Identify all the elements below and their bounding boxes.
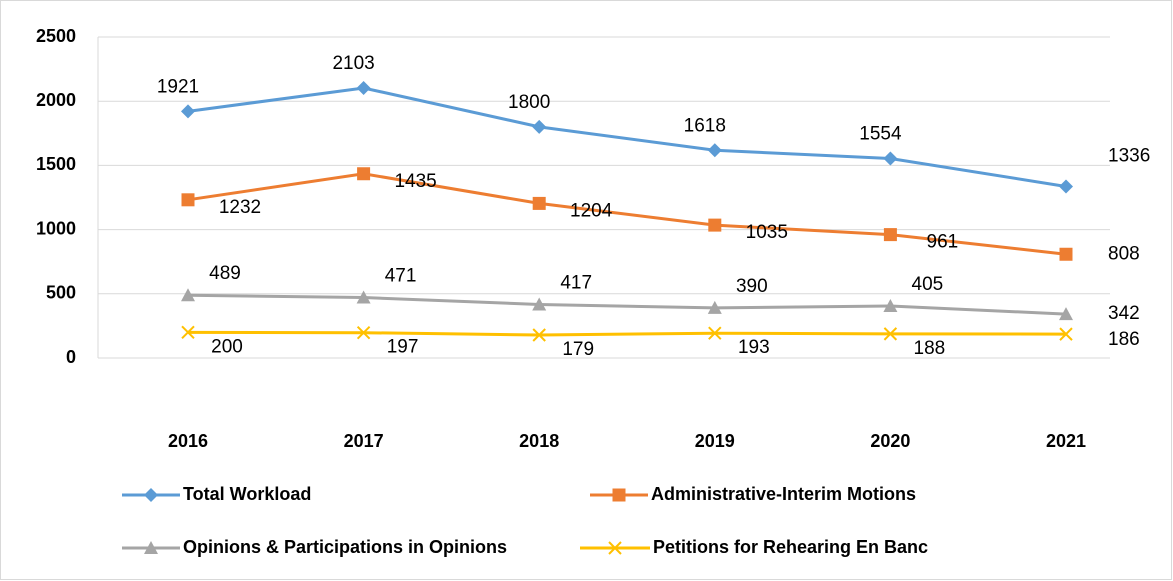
legend-marker: [144, 541, 158, 554]
data-point: [883, 298, 898, 312]
series-line: [187, 86, 1067, 188]
data-point: [883, 327, 898, 341]
data-point: [532, 196, 546, 210]
data-label: 1800: [508, 92, 550, 113]
data-point: [1059, 327, 1073, 341]
data-label: 200: [211, 336, 243, 357]
x-tick-label: 2021: [1046, 431, 1086, 451]
data-label: 1232: [219, 197, 261, 218]
data-point: [356, 80, 371, 95]
data-point: [708, 326, 722, 340]
y-tick-label: 0: [66, 347, 76, 367]
data-point: [707, 300, 722, 314]
x-tick-label: 2016: [168, 431, 208, 451]
x-tick-label: 2017: [344, 431, 384, 451]
data-label: 390: [736, 276, 768, 297]
data-point: [181, 288, 195, 302]
series-line: [187, 172, 1067, 256]
y-tick-label: 1000: [36, 218, 76, 238]
data-label: 342: [1108, 303, 1140, 324]
data-point: [1059, 247, 1073, 261]
data-point: [181, 104, 195, 119]
legend-label: Total Workload: [183, 484, 311, 504]
legend-marker: [144, 488, 158, 502]
data-point: [708, 218, 722, 232]
data-label: 489: [209, 263, 241, 284]
data-point: [532, 328, 546, 342]
data-label: 188: [914, 338, 946, 359]
x-tick-label: 2020: [870, 431, 910, 451]
data-point: [181, 325, 195, 340]
data-label: 1204: [570, 200, 613, 221]
y-tick-label: 2500: [36, 26, 76, 46]
data-label: 1035: [746, 222, 788, 243]
legend-label: Opinions & Participations in Opinions: [183, 537, 507, 557]
data-point: [532, 297, 547, 311]
data-point: [883, 151, 898, 166]
data-point: [356, 325, 371, 340]
legend-label: Petitions for Rehearing En Banc: [653, 537, 928, 557]
legend-marker: [612, 488, 626, 502]
data-label: 471: [385, 266, 417, 287]
data-label: 193: [738, 337, 770, 358]
data-point: [1059, 307, 1073, 321]
legend-marker: [608, 541, 622, 555]
data-label: 179: [562, 339, 594, 360]
series-line: [187, 330, 1067, 337]
legend-label: Administrative-Interim Motions: [651, 484, 916, 504]
data-label: 808: [1108, 243, 1140, 264]
series-line: [187, 293, 1067, 316]
data-label: 405: [912, 274, 944, 295]
data-label: 1554: [859, 123, 902, 144]
x-tick-label: 2018: [519, 431, 559, 451]
data-label: 1435: [394, 171, 436, 192]
data-point: [357, 167, 371, 181]
data-point: [883, 228, 897, 242]
data-point: [1059, 179, 1073, 194]
data-point: [707, 143, 722, 158]
data-label: 1336: [1108, 145, 1150, 166]
data-point: [181, 193, 195, 207]
data-point: [532, 119, 547, 134]
data-label: 417: [560, 272, 592, 293]
data-label: 186: [1108, 329, 1140, 350]
data-label: 961: [927, 232, 959, 253]
data-label: 197: [387, 337, 419, 358]
y-tick-label: 2000: [36, 90, 76, 110]
data-label: 1618: [684, 115, 726, 136]
data-label: 2103: [332, 53, 374, 74]
x-tick-label: 2019: [695, 431, 735, 451]
y-tick-label: 1500: [36, 154, 76, 174]
data-point: [356, 290, 371, 304]
y-tick-label: 500: [46, 283, 76, 303]
data-label: 1921: [157, 76, 199, 97]
